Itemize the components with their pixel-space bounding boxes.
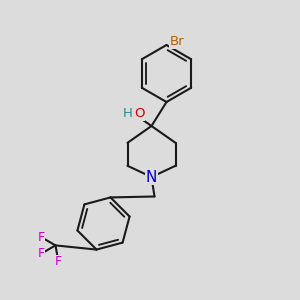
Text: F: F <box>38 247 45 260</box>
Text: O: O <box>134 107 145 120</box>
Text: N: N <box>146 169 157 184</box>
Text: H: H <box>122 107 132 120</box>
Text: F: F <box>55 255 62 268</box>
Text: F: F <box>38 231 45 244</box>
Text: Br: Br <box>170 35 184 48</box>
